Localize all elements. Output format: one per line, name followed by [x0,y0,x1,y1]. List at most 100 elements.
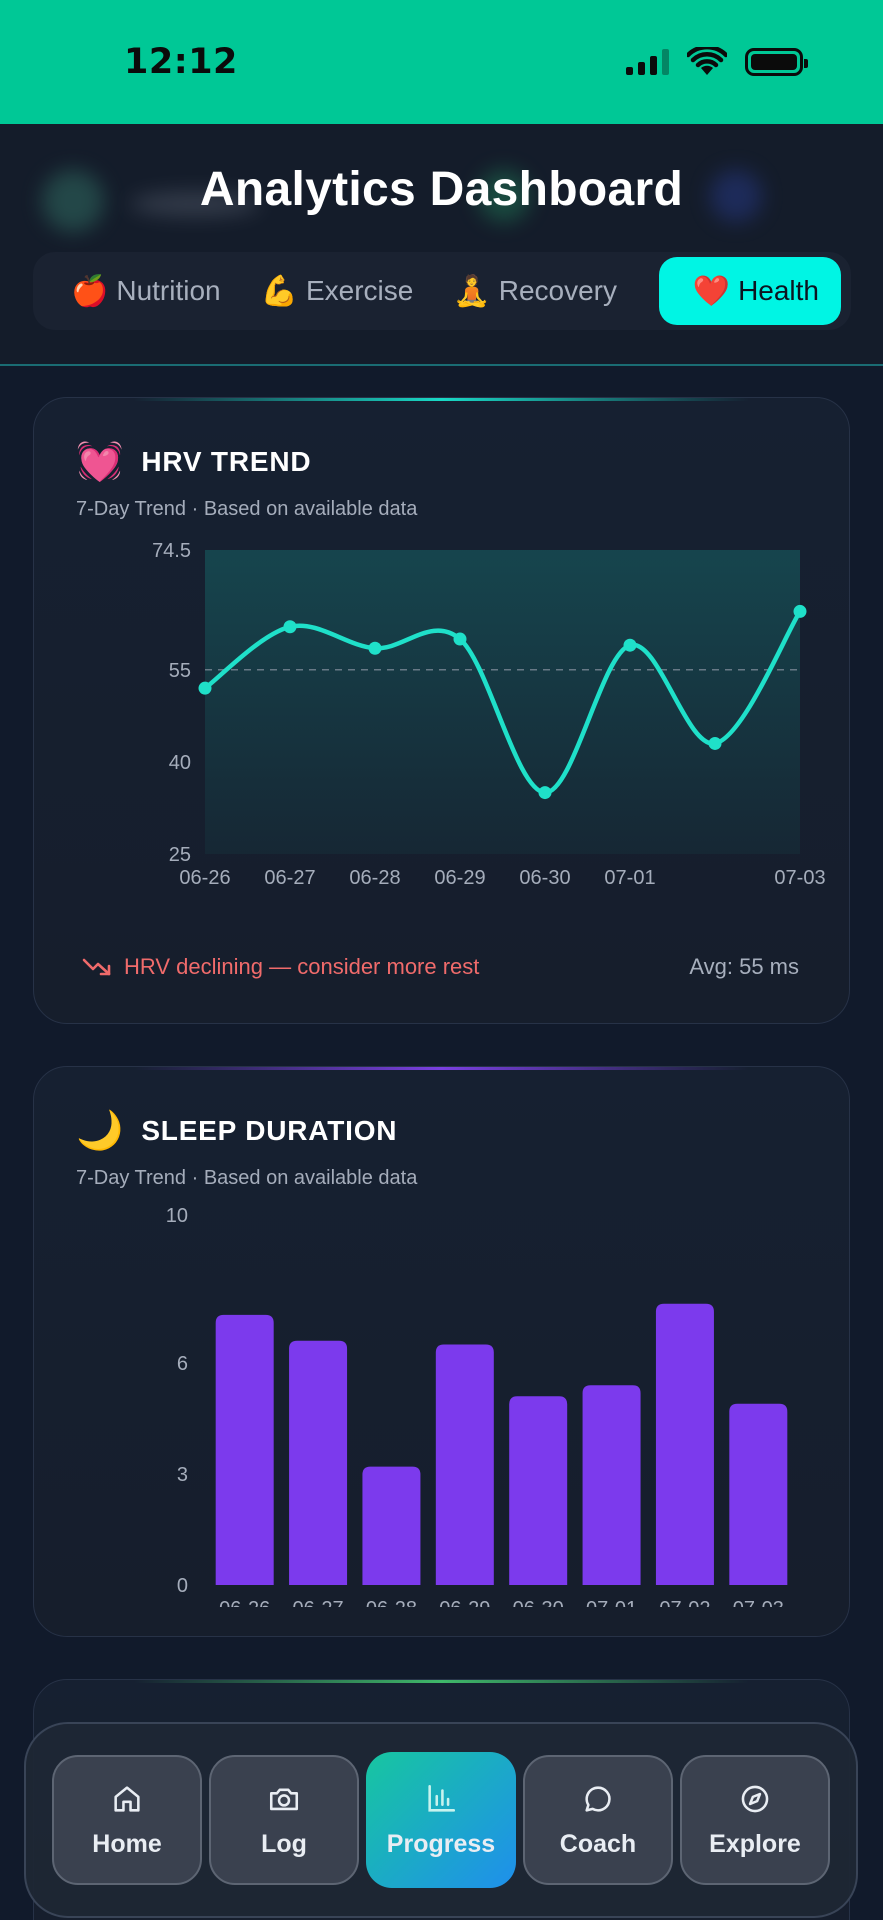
hrv-series-line [202,609,803,795]
camera-icon [269,1788,299,1810]
y-tick-label: 0 [177,1575,188,1597]
card-subtitle: 7-Day Trend · Based on available data [76,498,418,520]
hrv-average: Avg: 55 ms [689,954,799,979]
x-tick-label: 06-30 [519,867,570,889]
nav-explore[interactable]: Explore [680,1755,830,1885]
tab-exercise[interactable]: 💪 Exercise [245,257,430,325]
tab-health[interactable]: ❤️ Health [658,257,841,325]
hrv-data-point [453,632,467,646]
heart-icon: ❤️ [692,274,731,308]
card-title: SLEEP DURATION [141,1115,398,1146]
sleep-bar-chart: 10 6 3 0 06-26 06-27 06-28 06-29 06-30 07-01 07-02… [166,1207,788,1607]
card-header: 🌙 SLEEP DURATION [76,1109,397,1153]
y-tick-label: 3 [177,1464,188,1486]
sleep-bar [362,1466,421,1585]
signal-icon [626,49,669,75]
y-tick-label: 25 [169,844,191,866]
status-bar: 12:12 [0,0,883,124]
bar-chart-icon [428,1784,456,1812]
y-tick-label: 74.5 [152,540,191,562]
x-tick-label: 06-28 [366,1598,417,1607]
hrv-warning-text: HRV declining — consider more rest [124,954,480,979]
tab-nutrition[interactable]: 🍎 Nutrition [55,257,237,325]
hrv-data-point [538,786,552,800]
sleep-bar [215,1314,274,1585]
header: Analytics Dashboard 🍎 Nutrition 💪 Exerci… [0,124,883,366]
x-tick-label: 07-03 [774,867,825,889]
wifi-icon [687,47,727,75]
tab-recovery[interactable]: 🧘 Recovery [437,257,633,325]
card-header: 💓 HRV TREND [76,440,311,484]
bottom-navigation: Home Log Progress Coach Explore [24,1722,858,1918]
card-glow [134,398,749,401]
x-tick-label: 06-26 [219,1598,270,1607]
x-tick-label: 06-29 [434,867,485,889]
nav-label: Explore [709,1829,801,1858]
sleep-bar [289,1340,348,1585]
category-tabs: 🍎 Nutrition 💪 Exercise 🧘 Recovery ❤️ Hea… [33,252,851,330]
tab-label: Recovery [498,275,617,306]
x-tick-label: 07-01 [604,867,655,889]
meditation-icon: 🧘 [453,274,491,308]
sleep-bar [509,1396,568,1585]
hrv-data-point [623,638,637,652]
y-tick-label: 55 [169,660,191,682]
moon-icon: 🌙 [76,1110,124,1152]
nav-log[interactable]: Log [209,1755,359,1885]
flexed-arm-icon: 💪 [260,274,298,308]
status-icons [626,47,808,77]
nav-coach[interactable]: Coach [523,1755,673,1885]
status-time: 12:12 [124,42,238,82]
x-tick-label: 06-29 [439,1598,490,1607]
sleep-duration-card: 🌙 SLEEP DURATION 7-Day Trend · Based on … [33,1066,850,1637]
x-tick-label: 07-02 [659,1598,710,1607]
nav-home[interactable]: Home [52,1755,202,1885]
nav-label: Log [261,1829,307,1858]
card-subtitle: 7-Day Trend · Based on available data [76,1167,418,1189]
plot-area [205,550,800,854]
nav-progress[interactable]: Progress [366,1752,516,1888]
x-tick-label: 07-03 [733,1598,784,1607]
x-tick-label: 06-26 [179,867,230,889]
beating-heart-icon: 💓 [76,441,124,483]
battery-icon [745,48,808,76]
hrv-data-point [368,641,382,655]
hrv-data-point [708,736,722,750]
tab-label: Health [738,275,819,306]
tab-label: Exercise [305,275,414,306]
chat-icon [585,1785,611,1812]
hrv-trend-card: 💓 HRV TREND 7-Day Trend · Based on avail… [33,397,850,1024]
x-tick-label: 06-27 [264,867,315,889]
sleep-bar [582,1385,641,1585]
sleep-bar [655,1303,714,1585]
y-tick-label: 10 [166,1207,188,1227]
nav-label: Home [92,1829,162,1858]
sleep-bar [729,1403,788,1585]
hrv-data-point [283,620,297,634]
decorative-blur [42,170,104,232]
page-title: Analytics Dashboard [199,163,684,216]
hrv-data-point [793,604,807,618]
compass-icon [741,1785,769,1812]
hrv-warning: HRV declining — consider more rest [82,954,479,980]
home-icon [114,1785,140,1812]
apple-icon: 🍎 [71,274,109,308]
card-glow [134,1067,749,1070]
tab-label: Nutrition [116,275,221,306]
y-tick-label: 6 [177,1353,188,1375]
trending-down-icon [82,958,111,976]
card-title: HRV TREND [141,446,312,477]
decorative-blur [710,170,762,222]
nav-label: Coach [559,1829,637,1858]
x-tick-label: 06-27 [292,1598,343,1607]
sleep-bar [435,1344,494,1585]
x-tick-label: 06-28 [349,867,400,889]
decorative-blur [478,170,530,222]
hrv-data-point [198,681,212,695]
y-tick-label: 40 [169,752,191,774]
decorative-blur [130,192,260,216]
nav-label: Progress [386,1829,496,1858]
x-tick-label: 07-01 [586,1598,637,1607]
card-glow [134,1680,749,1683]
